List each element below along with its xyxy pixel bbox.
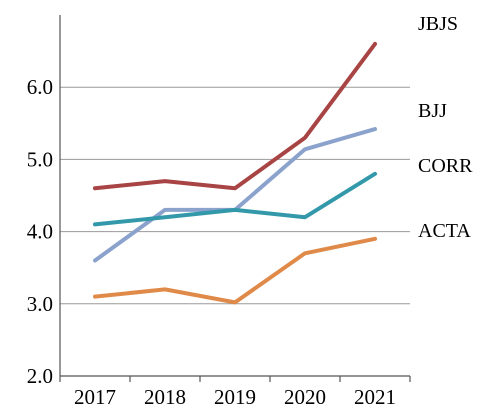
series-line-acta bbox=[93, 236, 377, 305]
series-label-corr: CORR bbox=[418, 155, 473, 177]
x-tick-label-2019: 2019 bbox=[214, 385, 256, 409]
x-tick-label-2017: 2017 bbox=[74, 385, 116, 409]
y-tick-label-6.0: 6.0 bbox=[27, 75, 53, 99]
series-label-jbjs: JBJS bbox=[418, 13, 458, 35]
series-line-corr bbox=[93, 171, 377, 227]
series-line-bjj bbox=[93, 127, 377, 263]
x-tick-label-2018: 2018 bbox=[144, 385, 186, 409]
y-tick-label-3.0: 3.0 bbox=[27, 292, 53, 316]
x-tick-label-2021: 2021 bbox=[354, 385, 396, 409]
series-label-bjj: BJJ bbox=[418, 100, 447, 122]
y-tick-label-2.0: 2.0 bbox=[27, 364, 53, 388]
x-tick-label-2020: 2020 bbox=[284, 385, 326, 409]
series-label-acta: ACTA bbox=[418, 220, 471, 242]
y-tick-label-5.0: 5.0 bbox=[27, 147, 53, 171]
y-tick-label-4.0: 4.0 bbox=[27, 220, 53, 244]
series-line-jbjs bbox=[93, 41, 377, 191]
